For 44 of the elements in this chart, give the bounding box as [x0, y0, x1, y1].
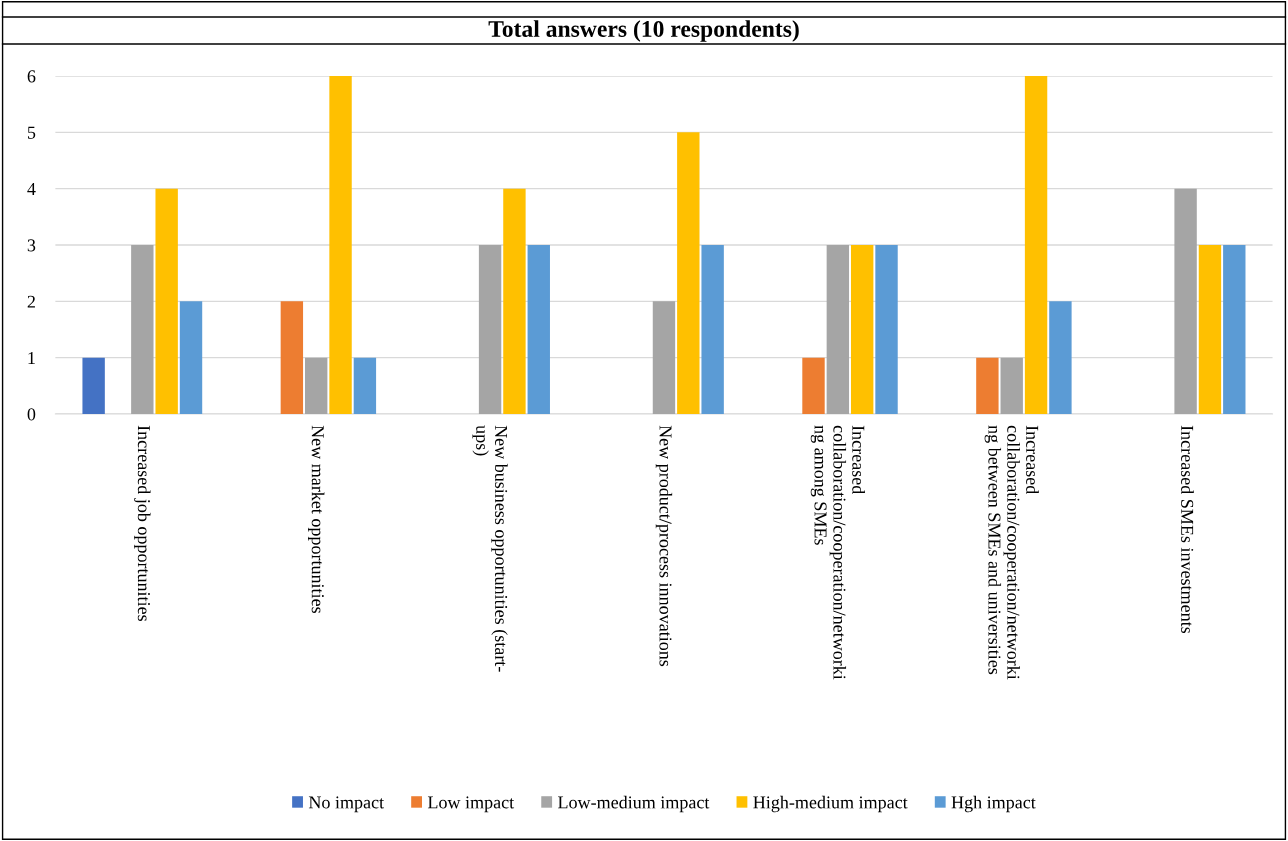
legend-label: Hgh impact [951, 795, 1036, 813]
bar [1049, 301, 1072, 414]
y-tick-label: 5 [27, 126, 36, 139]
bar [503, 188, 526, 414]
bar [131, 245, 154, 414]
x-tick-label: New market opportunities [308, 425, 325, 613]
y-tick-label: 6 [27, 70, 36, 83]
bar [527, 245, 550, 414]
bar [1223, 245, 1246, 414]
bar [280, 301, 304, 414]
legend-label: Low impact [427, 796, 515, 813]
bar [82, 357, 105, 414]
y-tick-label: 1 [28, 352, 35, 364]
y-tick-label: 3 [27, 239, 36, 252]
bar [1174, 188, 1197, 414]
bar [701, 245, 724, 414]
x-tick-label: Increased collaboration/cooperation/networki ng among SMEs [810, 425, 865, 680]
bar [850, 245, 874, 414]
x-tick-label: New business opportunities (start- ups) [472, 425, 508, 672]
bar [826, 245, 850, 414]
bar [329, 76, 352, 414]
bar [652, 301, 676, 414]
bar [478, 245, 502, 414]
legend-label: No impact [308, 796, 384, 813]
bar [179, 301, 203, 414]
legend-label: High-medium impact [753, 795, 908, 813]
bar [976, 357, 999, 414]
bar [155, 188, 178, 414]
y-tick-label: 4 [27, 183, 36, 195]
x-tick-label: Increased job opportunities [134, 425, 151, 622]
bar [305, 357, 328, 414]
y-tick-label: 2 [27, 295, 35, 308]
chart-title: Total answers (10 respondents) [488, 20, 799, 42]
bar [1024, 76, 1048, 414]
x-tick-label: New product/process innovations [655, 425, 673, 667]
bar [802, 357, 825, 414]
y-tick-label: 0 [27, 408, 36, 421]
bar [353, 357, 377, 414]
bar [1198, 245, 1222, 414]
x-tick-label: Increased SMEs investments [1181, 425, 1194, 634]
bar [1000, 357, 1023, 414]
bar [677, 132, 700, 414]
bar [875, 245, 898, 414]
legend-label: Low-medium impact [558, 795, 710, 813]
